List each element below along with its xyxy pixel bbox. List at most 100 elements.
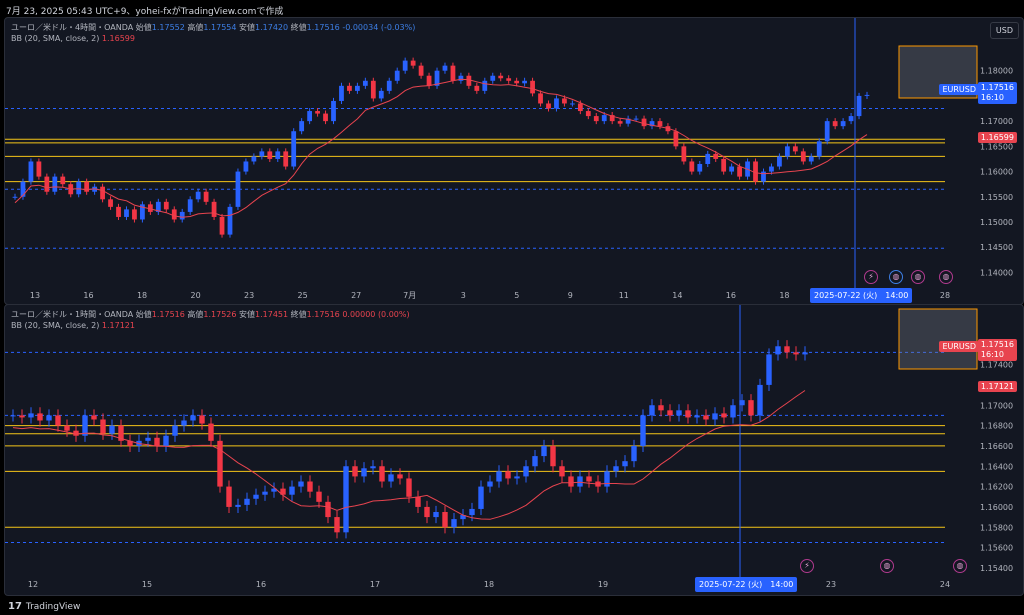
candle (325, 501, 331, 518)
candle (550, 445, 556, 467)
candle (154, 437, 160, 446)
candle (181, 420, 187, 426)
candle (442, 65, 448, 71)
candle (331, 100, 336, 122)
candle (424, 506, 430, 518)
candle (689, 161, 695, 172)
candle (235, 171, 241, 207)
candle (530, 80, 535, 94)
chart-pane-4h[interactable]: 1.180001.175001.170001.165001.160001.155… (4, 17, 1024, 305)
flag-icon[interactable]: ◍ (880, 559, 894, 573)
candle (19, 415, 25, 418)
event-icon[interactable]: ◍ (953, 559, 967, 573)
candle (737, 166, 742, 177)
price-tick: 1.17000 (980, 117, 1013, 126)
time-tick: 16 (83, 291, 93, 300)
candle (251, 156, 257, 162)
bb-line (12, 390, 806, 520)
cursor-date-tag: 2025-07-22 (火) 14:00 (810, 288, 913, 303)
event-icon[interactable]: ◍ (911, 270, 925, 284)
candle (118, 425, 124, 441)
candle (784, 346, 790, 353)
time-tick: 25 (298, 291, 308, 300)
last-price-tag: 1.17516 16:10 (977, 339, 1017, 361)
candle (568, 476, 574, 487)
event-icon-2[interactable]: ◍ (939, 270, 953, 284)
candle (541, 445, 547, 457)
candle (721, 413, 727, 418)
time-tick: 20 (190, 291, 200, 300)
price-tick: 1.17000 (980, 401, 1013, 410)
candle (469, 508, 475, 516)
candle (370, 466, 376, 469)
candle (397, 474, 403, 479)
candle (339, 85, 344, 101)
currency-button[interactable]: USD (989, 22, 1019, 39)
tradingview-logo[interactable]: 17 TradingView (8, 601, 80, 612)
candle (226, 486, 232, 507)
candle (816, 141, 822, 157)
candle (267, 151, 273, 159)
legend-bb-1h: BB (20, SMA, close, 2) 1.17121 (11, 321, 135, 330)
chart-canvas-4h[interactable]: 1.180001.175001.170001.165001.160001.155… (5, 18, 1023, 304)
bb-line (14, 78, 868, 218)
time-tick: 24 (940, 580, 950, 589)
price-tick: 1.16400 (980, 462, 1013, 471)
candle (109, 425, 115, 434)
candle (307, 111, 313, 122)
time-tick: 5 (514, 291, 519, 300)
candle (334, 517, 340, 533)
candle (832, 121, 838, 127)
candle (379, 466, 385, 482)
candle (721, 158, 727, 172)
price-tick: 1.16600 (980, 442, 1013, 451)
candle (482, 80, 488, 91)
chart-canvas-1h[interactable]: 1.176001.174001.172001.170001.168001.166… (5, 305, 1023, 595)
candle (604, 471, 610, 487)
candle (487, 481, 493, 487)
candle (514, 80, 520, 84)
candle (64, 425, 70, 431)
symbol-tag: EURUSD (939, 84, 979, 95)
candle (505, 471, 511, 479)
candle (640, 415, 646, 446)
time-tick: 18 (779, 291, 789, 300)
time-tick: 15 (142, 580, 152, 589)
logo-icon: 17 (8, 601, 22, 612)
candle (343, 466, 349, 533)
time-tick: 23 (244, 291, 254, 300)
candle (147, 204, 153, 212)
candle (498, 75, 504, 79)
candle (649, 121, 655, 127)
price-tick: 1.14000 (980, 268, 1013, 277)
flag-icon[interactable]: ◍ (889, 270, 903, 284)
candle (766, 354, 772, 385)
candle (352, 466, 358, 477)
candle (12, 196, 18, 198)
legend-change: -0.00034 (-0.03%) (342, 23, 416, 32)
bb-label: BB (20, SMA, close, 2) (11, 34, 100, 43)
lightning-icon[interactable]: ⚡ (800, 559, 814, 573)
candle (82, 415, 88, 436)
candle (777, 156, 782, 167)
candle (145, 437, 151, 441)
candle (617, 121, 623, 124)
lightning-icon[interactable]: ⚡ (864, 270, 878, 284)
candle (586, 476, 592, 482)
candle (522, 80, 527, 84)
price-tick: 1.16200 (980, 483, 1013, 492)
candle (609, 115, 615, 122)
price-tick: 1.16000 (980, 168, 1013, 177)
legend-symbol: ユーロ／米ドル・4時間・OANDA (11, 23, 134, 32)
chart-pane-1h[interactable]: 1.176001.174001.172001.170001.168001.166… (4, 304, 1024, 596)
candle (203, 191, 209, 202)
candle (127, 440, 133, 446)
price-tick: 1.16000 (980, 503, 1013, 512)
candle (613, 466, 619, 472)
time-tick: 3 (461, 291, 466, 300)
candle (641, 118, 647, 127)
candle (36, 161, 42, 177)
last-price: 1.17516 (980, 83, 1014, 92)
candle (460, 515, 466, 520)
candle (132, 209, 137, 220)
